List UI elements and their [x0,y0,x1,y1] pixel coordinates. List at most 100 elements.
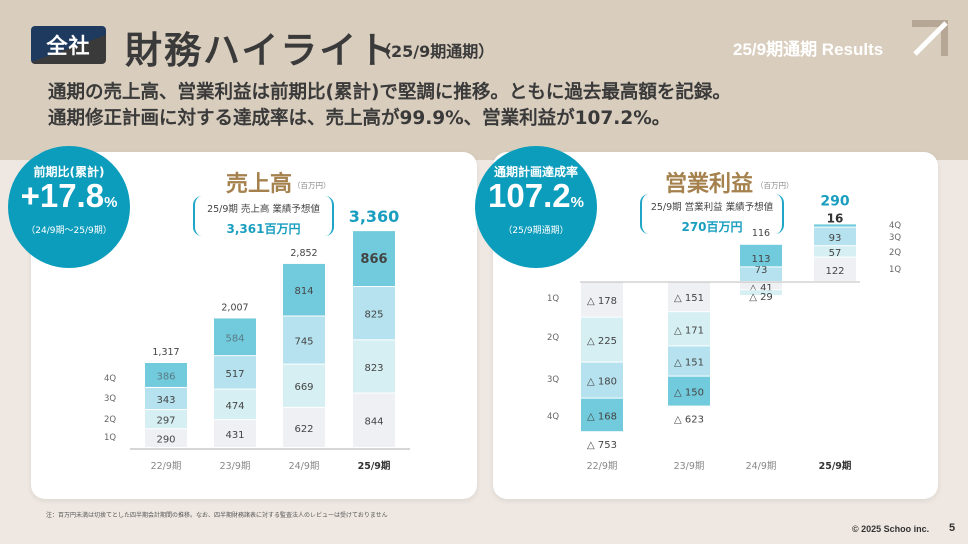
sales-bar-label: 297 [156,416,175,427]
sales-bar-label: 386 [156,371,175,382]
sales-legend-label: 1Q [104,433,116,443]
profit-bar-segment [740,244,782,267]
sales-bar-segment [214,420,256,447]
profit-bar-label: △ 29 [749,292,773,303]
sales-bar-label: 517 [225,369,244,380]
profit-bar-segment [740,290,782,295]
sales-category-label: 24/9期 [289,461,320,472]
header-background [0,0,968,160]
profit-legend-negative-label: 3Q [547,375,559,385]
sales-bar-label: 825 [364,310,383,321]
sales-forecast-value: 3,361百万円 [226,222,301,236]
profit-bar-label: 73 [755,265,768,276]
profit-bar-segment [668,312,710,346]
sales-bar-label: 814 [294,286,313,297]
sales-bar-segment [145,410,187,429]
profit-chart-unit: （百万円） [756,181,794,190]
sales-bar-segment [283,407,325,447]
sales-chart-unit: （百万円） [293,181,331,190]
sales-bar-label: 584 [225,333,244,344]
sales-bar-label: 823 [364,363,383,374]
sales-bar-segment [283,364,325,407]
profit-category-label: 23/9期 [674,461,705,472]
sales-bar-label: 431 [225,430,244,441]
profit-bar-segment [581,317,623,362]
profit-legend-negative-label: 1Q [547,294,559,304]
profit-achievement-pct: % [570,194,584,211]
sales-bar-label: 474 [225,401,244,412]
sales-bar-label: 844 [364,417,383,428]
arrow-logo-icon [912,20,948,56]
sales-bar-segment [145,363,187,387]
profit-bar-segment [740,282,782,290]
profit-achievement-label: 通期計画達成率 [493,165,578,179]
profit-bar-segment [668,282,710,312]
sales-bar-segment [353,287,395,340]
sales-bar-segment [145,429,187,447]
profit-achievement-circle: 通期計画達成率 107.2% （25/9期通期） [475,146,597,268]
sales-forecast-label: 25/9期 売上高 業績予想値 [207,204,320,215]
footnote: 注：百万円未満は切捨てとした四半期会計期間の推移。なお、四半期財務諸表に対する監… [46,512,388,519]
profit-bar-segment [581,398,623,432]
profit-bar-label: △ 41 [749,283,773,294]
profit-chart-title: 営業利益 [665,172,754,197]
profit-legend-positive-label: 3Q [889,233,901,243]
profit-achievement-period: （25/9期通期） [503,226,569,236]
profit-bar-label: △ 171 [674,325,704,336]
page-number: 5 [949,522,956,534]
profit-category-label: 24/9期 [746,461,777,472]
profit-bar-segment [581,282,623,317]
profit-bar-segment [581,362,623,398]
profit-total-label: △ 623 [674,415,704,426]
sales-chart-title: 売上高 [226,172,293,197]
profit-achievement-value: 107.2% [475,177,597,215]
profit-legend-negative-label: 2Q [547,333,559,343]
profit-bar-label: △ 150 [674,388,704,399]
profit-total-label: △ 753 [587,440,617,451]
sales-bar-label: 866 [360,252,387,267]
profit-bar-label: △ 168 [587,411,617,422]
profit-bar-label: 93 [829,233,842,244]
profit-bar-segment [814,257,856,281]
sales-bar-segment [283,316,325,364]
sales-bar-segment [214,318,256,356]
sales-legend-label: 3Q [104,394,116,404]
profit-achievement-number: 107.2 [488,177,571,214]
sales-growth-circle: 前期比(累計) +17.8% （24/9期～25/9期） [8,146,130,268]
segment-badge: 全社 [31,26,106,64]
sales-legend-label: 4Q [104,374,116,384]
profit-bar-label: △ 178 [587,296,617,307]
sales-category-label: 23/9期 [220,461,251,472]
sales-bar-label: 745 [294,337,313,348]
profit-bar-label: 57 [829,248,842,259]
profit-category-label: 25/9期 [819,460,852,472]
profit-bar-label: 16 [827,211,844,225]
profit-bar-segment [814,227,856,246]
lead-line-2: 通期修正計画に対する達成率は、売上高が99.9%、営業利益が107.2%。 [48,108,671,129]
profit-bar-segment [668,376,710,406]
sales-bar-label: 622 [294,424,313,435]
profit-total-label: 290 [820,193,849,209]
sales-growth-number: +17.8 [20,177,105,214]
profit-legend-positive-label: 1Q [889,265,901,275]
sales-total-label: 2,007 [221,302,248,313]
profit-bar-label: △ 151 [674,358,704,369]
sales-category-label: 22/9期 [151,461,182,472]
sales-bar-segment [353,231,395,287]
profit-bar-segment [740,267,782,281]
profit-forecast-box: 25/9期 営業利益 業績予想値 270百万円 [640,194,784,234]
sales-growth-label: 前期比(累計) [33,165,105,179]
profit-bar-segment [814,224,856,227]
profit-bar-label: △ 225 [587,336,617,347]
sales-bar-segment [353,393,395,447]
profit-bar-label: 113 [751,254,770,265]
sales-growth-period: （24/9期～25/9期） [26,226,112,236]
profit-bar-label: 122 [825,266,844,277]
sales-bar-segment [145,387,187,410]
sales-total-label: 1,317 [152,347,179,358]
profit-legend-positive-label: 4Q [889,221,901,231]
sales-bar-segment [214,389,256,420]
sales-bar-label: 343 [156,395,175,406]
